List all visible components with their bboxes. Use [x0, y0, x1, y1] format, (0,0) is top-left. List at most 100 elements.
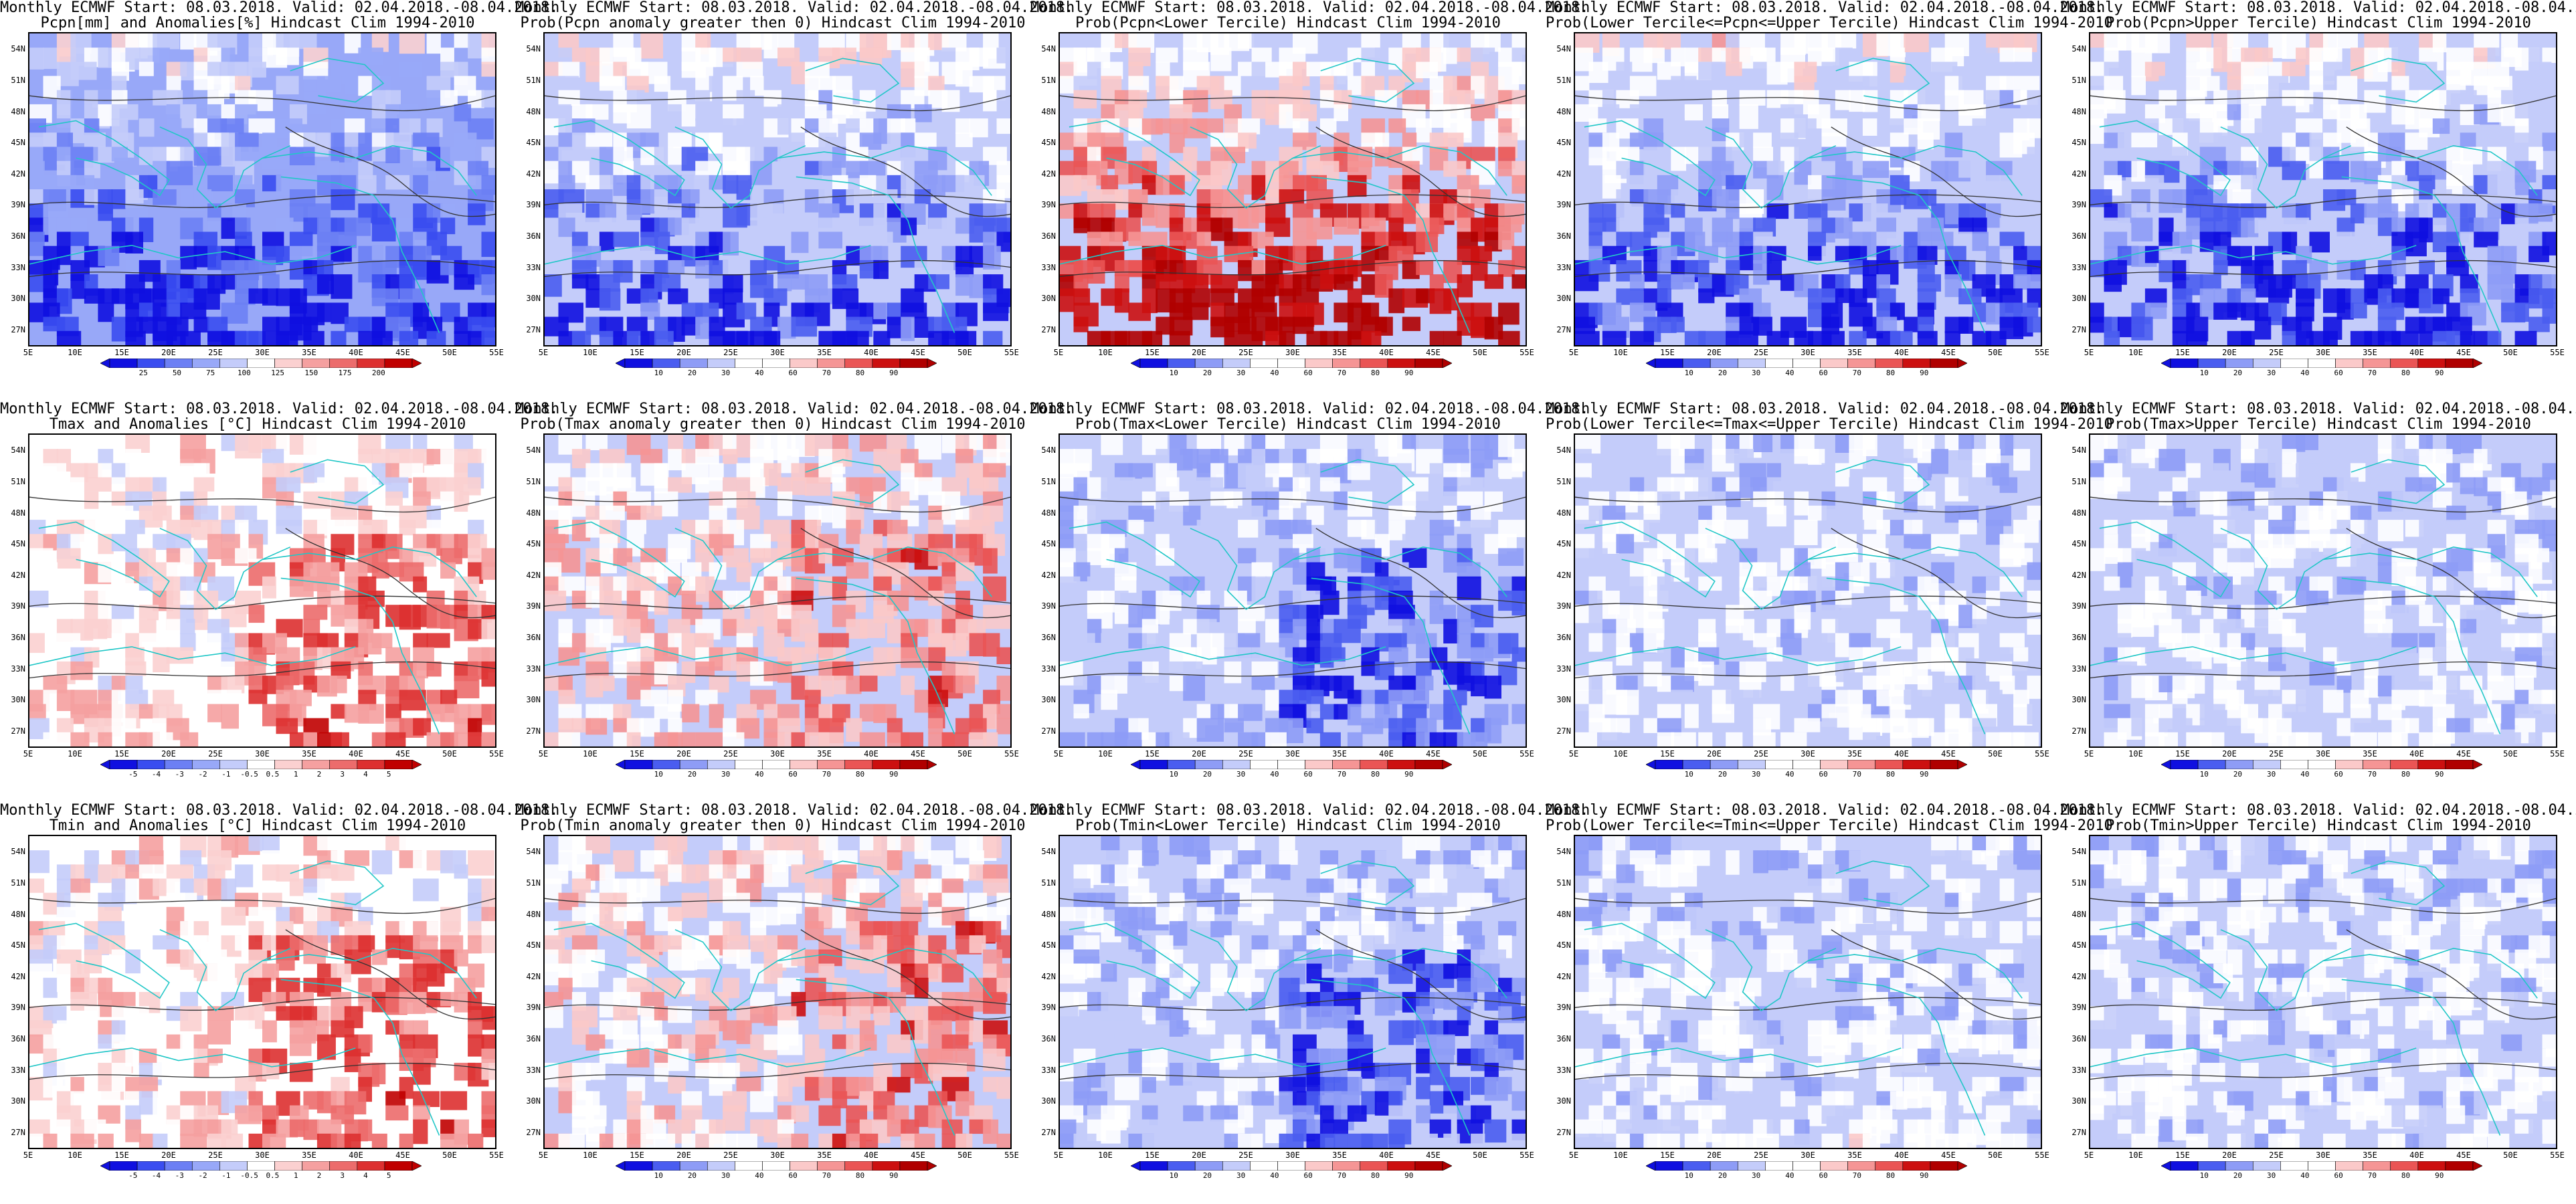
colorbar-segment	[329, 1161, 358, 1171]
longitude-tick-label: 20E	[1707, 749, 1722, 759]
coastline	[262, 546, 477, 597]
latitude-tick-label: 30N	[1556, 294, 1571, 304]
contour-line	[29, 260, 495, 278]
coastline	[262, 947, 477, 999]
latitude-tick-label: 36N	[1041, 632, 1056, 642]
longitude-tick-label: 20E	[1192, 348, 1206, 357]
colorbar-segment	[735, 760, 763, 769]
longitude-tick-label: 5E	[23, 749, 33, 759]
colorbar-segment	[679, 760, 708, 769]
colorbar-min-arrow	[2161, 760, 2171, 769]
latitude-tick-label: 30N	[526, 1096, 541, 1106]
colorbar-min-arrow	[1646, 359, 1656, 368]
colorbar-segment	[2225, 359, 2253, 368]
contour-line	[1831, 126, 2041, 217]
contour-line	[545, 595, 1010, 609]
colorbar-segment	[1387, 1161, 1416, 1171]
latitude-tick-label: 39N	[1556, 1003, 1571, 1013]
colorbar-segment	[2170, 1161, 2199, 1171]
colorbar-tick-label: 1	[293, 1171, 298, 1180]
coastline	[1292, 546, 1507, 597]
colorbar-segment	[817, 760, 846, 769]
colorbar-tick-label: 30	[721, 1171, 731, 1180]
latitude-tick-label: 36N	[1556, 632, 1571, 642]
colorbar-segment	[2225, 1161, 2253, 1171]
longitude-tick-label: 15E	[1145, 348, 1160, 357]
shaded-field	[1575, 33, 2041, 345]
colorbar-tick-label: 60	[788, 770, 798, 779]
longitude-tick-label: 20E	[2222, 749, 2237, 759]
coastline	[1807, 546, 2023, 597]
colorbar-tick-label: 60	[1303, 1171, 1313, 1180]
colorbar-segment	[2417, 1161, 2446, 1171]
contour-line	[29, 997, 495, 1011]
colorbar-segment	[1139, 760, 1168, 769]
colorbar-tick-label: 10	[1684, 369, 1693, 377]
longitude-tick-label: 30E	[255, 348, 270, 357]
latitude-tick-label: 48N	[1556, 106, 1571, 116]
colorbar-segment	[1167, 760, 1196, 769]
colorbar-max-arrow	[2472, 1161, 2482, 1171]
colorbar-segment	[707, 760, 735, 769]
colorbar-max-arrow	[927, 1161, 937, 1171]
latitude-tick-label: 27N	[526, 324, 541, 334]
map-frame	[28, 32, 496, 346]
colorbar-tick-label: 20	[687, 369, 697, 377]
colorbar-segment	[1250, 359, 1278, 368]
latitude-tick-label: 36N	[1041, 231, 1056, 241]
contour-line	[545, 194, 1010, 208]
colorbar-tick-label: 40	[2300, 1171, 2310, 1180]
coastline	[290, 58, 385, 103]
colorbar-min-arrow	[616, 359, 626, 368]
longitude-tick-label: 5E	[538, 749, 549, 759]
colorbar-tick-label: 90	[1920, 369, 1929, 377]
colorbar-tick-label: 70	[1852, 1171, 1861, 1180]
forecast-panel: Monthly ECMWF Start: 08.03.2018. Valid: …	[2061, 401, 2576, 803]
latitude-tick-label: 33N	[11, 1065, 25, 1075]
colorbar-segment	[2417, 760, 2446, 769]
latitude-tick-label: 51N	[2072, 476, 2086, 486]
contour-line	[2090, 595, 2556, 609]
coastline	[674, 126, 806, 209]
colorbar-tick-label: 40	[755, 369, 764, 377]
colorbar-tick-label: 90	[2435, 369, 2444, 377]
contour-line	[1575, 595, 2041, 609]
longitude-tick-label: 45E	[1426, 749, 1441, 759]
longitude-tick-label: 5E	[1053, 348, 1064, 357]
colorbar-tick-label: 70	[1852, 369, 1861, 377]
latitude-tick-label: 36N	[2072, 231, 2086, 241]
colorbar-segment	[679, 1161, 708, 1171]
longitude-tick-label: 50E	[442, 749, 457, 759]
longitude-tick-label: 45E	[911, 348, 925, 357]
colorbar-tick-label: 60	[788, 369, 798, 377]
coastline	[38, 922, 170, 999]
latitude-tick-label: 30N	[2072, 294, 2086, 304]
coastline	[2341, 577, 2501, 734]
latitude-tick-label: 48N	[1556, 508, 1571, 518]
colorbar-tick-label: 40	[755, 1171, 764, 1180]
coastline	[2090, 646, 2417, 666]
latitude-tick-label: 45N	[2072, 940, 2086, 950]
colorbar: 10 20 30 40 60 70 80 90	[1131, 1161, 1452, 1181]
panel-title-line1: Monthly ECMWF Start: 08.03.2018. Valid: …	[1546, 802, 2104, 819]
latitude-tick-label: 42N	[2072, 570, 2086, 580]
colorbar-tick-label: -2	[198, 770, 207, 779]
contour-line	[1060, 95, 1526, 112]
longitude-tick-label: 10E	[2128, 348, 2143, 357]
colorbar-tick-label: 90	[889, 369, 899, 377]
colorbar-tick-label: -0.5	[240, 1171, 258, 1180]
colorbar-tick-label: 70	[822, 1171, 831, 1180]
coastline	[1320, 459, 1415, 504]
coastline	[1311, 979, 1471, 1136]
colorbar-tick-label: 30	[2267, 369, 2276, 377]
coastline	[29, 1047, 356, 1068]
colorbar: 10 20 30 40 60 70 80 90	[1646, 1161, 1967, 1181]
coastline	[2351, 58, 2446, 103]
latitude-tick-label: 30N	[1041, 1096, 1056, 1106]
colorbar-tick-label: 90	[1404, 369, 1414, 377]
panel-title-line1: Monthly ECMWF Start: 08.03.2018. Valid: …	[1030, 0, 1589, 16]
coastline	[29, 646, 356, 666]
coastline	[159, 528, 291, 611]
colorbar-segment	[1139, 359, 1168, 368]
contour-line	[2090, 1062, 2556, 1080]
